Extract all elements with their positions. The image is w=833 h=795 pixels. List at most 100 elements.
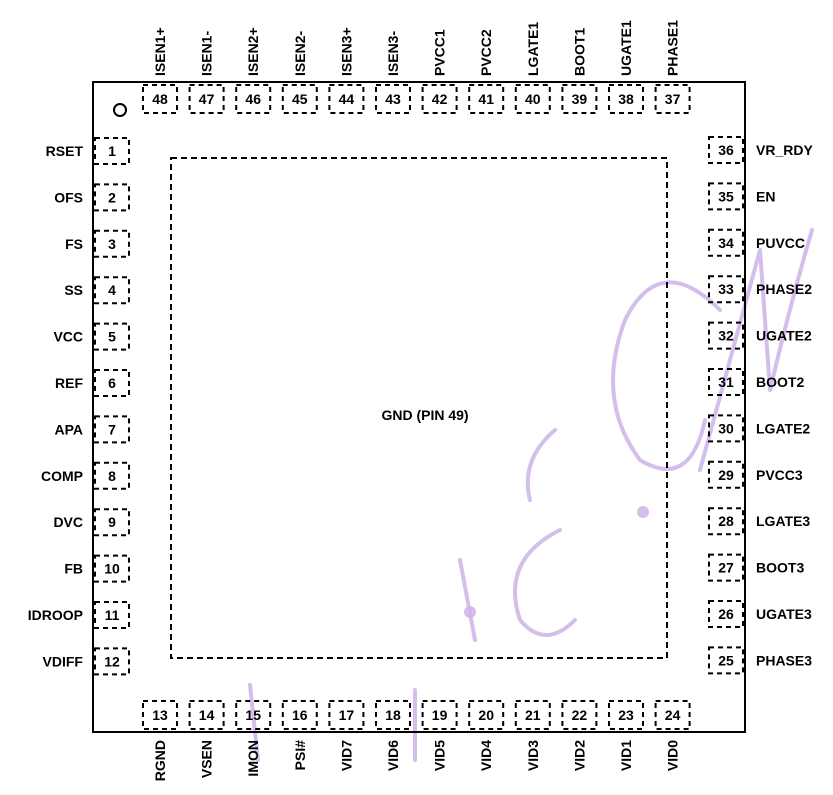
- pin-name: ISEN3+: [338, 27, 354, 76]
- pin-number: 41: [478, 91, 494, 107]
- watermark-stroke: [698, 228, 814, 472]
- pin-name: PVCC1: [432, 29, 448, 76]
- pins-bottom: 13 RGND 14 VSEN 15 IMON 16 PSI# 17 VID7 18 VID6 19 VI…: [142, 700, 691, 781]
- pin-box: [421, 84, 458, 114]
- pin-number: 9: [108, 514, 116, 530]
- pin-name: VID6: [385, 740, 401, 771]
- pin-number: 42: [432, 91, 448, 107]
- pin-name: VID5: [432, 740, 448, 771]
- watermark-stroke: [513, 528, 577, 637]
- pin-number: 10: [104, 561, 120, 577]
- pin-box: [94, 276, 130, 305]
- pin-number: 5: [108, 329, 116, 345]
- pin-box: [514, 84, 551, 114]
- pin-name: LGATE2: [756, 420, 810, 436]
- pin-name: PUVCC: [756, 235, 805, 251]
- pin-number: 3: [108, 236, 116, 252]
- watermark: [248, 228, 814, 762]
- pin-number: 6: [108, 375, 116, 391]
- pin-box: [94, 183, 130, 212]
- pin-box: [708, 321, 744, 350]
- pin-number: 1: [108, 143, 116, 159]
- pins-top: 48 ISEN1+ 47 ISEN1- 46 ISEN2+ 45 ISEN2- 44 ISEN3+…: [142, 20, 691, 114]
- pin-name: SS: [64, 282, 83, 298]
- pins-left: 1 RSET 2 OFS 3 FS 4 SS 5 VCC 6 REF 7 APA 8 COMP 9 DVC 10 FB…: [28, 137, 130, 676]
- pin-number: 27: [718, 560, 734, 576]
- pin-box: [608, 84, 644, 114]
- watermark-dot: [637, 506, 649, 518]
- pin-box: [375, 84, 411, 114]
- pins-right: 36 VR_RDY 35 EN 34 PUVCC 33 PHASE2 32 UGATE2 31 BOO…: [708, 136, 813, 675]
- pin-name: FB: [64, 561, 83, 577]
- pin-box: [375, 700, 411, 730]
- package-body: [92, 81, 746, 733]
- pin-box: [708, 600, 744, 628]
- pin-box: [142, 84, 178, 114]
- pin-name: VSEN: [199, 740, 215, 778]
- pin-name: PHASE3: [756, 652, 812, 668]
- pin-name: VCC: [53, 329, 83, 345]
- pin-number: 38: [618, 91, 634, 107]
- pin-number: 46: [245, 91, 261, 107]
- pin-box: [608, 700, 644, 730]
- pin-box: [94, 554, 130, 583]
- pin-box: [708, 460, 744, 489]
- pin-box: [421, 700, 458, 730]
- pin-box: [94, 322, 130, 351]
- pin-name: VR_RDY: [756, 142, 813, 158]
- pin-number: 8: [108, 468, 116, 484]
- pin-box: [94, 137, 130, 165]
- pin-number: 16: [292, 707, 308, 723]
- pin-box: [281, 700, 318, 730]
- pin-number: 22: [572, 707, 588, 723]
- pin-number: 29: [718, 467, 734, 483]
- pin-box: [235, 84, 272, 114]
- pin-number: 39: [572, 91, 588, 107]
- pin-name: PVCC3: [756, 467, 803, 483]
- pin-name: PSI#: [292, 740, 308, 771]
- pin-name: OFS: [54, 189, 83, 205]
- pin-name: IMON: [245, 740, 261, 777]
- pin-name: VID7: [338, 740, 354, 771]
- pin-box: [708, 228, 744, 257]
- pin-number: 15: [245, 707, 261, 723]
- pin-number: 23: [618, 707, 634, 723]
- pin-number: 45: [292, 91, 308, 107]
- pin-box: [708, 136, 744, 164]
- pin-number: 21: [525, 707, 541, 723]
- pin-box: [708, 275, 744, 304]
- pin-number: 31: [718, 374, 734, 390]
- pin-number: 26: [718, 606, 734, 622]
- pin-box: [188, 84, 225, 114]
- pin-number: 20: [478, 707, 494, 723]
- pin-name: IDROOP: [28, 607, 83, 623]
- pin-box: [708, 368, 744, 396]
- center-label: GND (PIN 49): [381, 407, 468, 423]
- pin-name: UGATE1: [618, 20, 634, 76]
- pin-box: [654, 700, 691, 730]
- pin-name: REF: [55, 375, 83, 391]
- pin-name: VID3: [525, 740, 541, 771]
- pin-name: ISEN3-: [385, 31, 401, 76]
- pin-name: UGATE3: [756, 606, 812, 622]
- pin-name: DVC: [53, 514, 83, 530]
- pin-name: EN: [756, 188, 775, 204]
- pin-name: RSET: [46, 143, 84, 159]
- pin-number: 33: [718, 281, 734, 297]
- pin-number: 19: [432, 707, 448, 723]
- pin-name: APA: [54, 421, 83, 437]
- pin-name: COMP: [41, 468, 83, 484]
- pin-number: 2: [108, 189, 116, 205]
- pin-number: 4: [108, 282, 116, 298]
- pin-number: 37: [665, 91, 681, 107]
- pin-box: [328, 84, 365, 114]
- pin-number: 18: [385, 707, 401, 723]
- pin-box: [708, 646, 744, 675]
- pin-name: VID2: [571, 740, 587, 771]
- pin-box: [188, 700, 225, 730]
- pin-box: [468, 84, 505, 114]
- pin-box: [468, 700, 505, 730]
- pin-name: ISEN2-: [292, 31, 308, 76]
- pin-box: [708, 182, 744, 211]
